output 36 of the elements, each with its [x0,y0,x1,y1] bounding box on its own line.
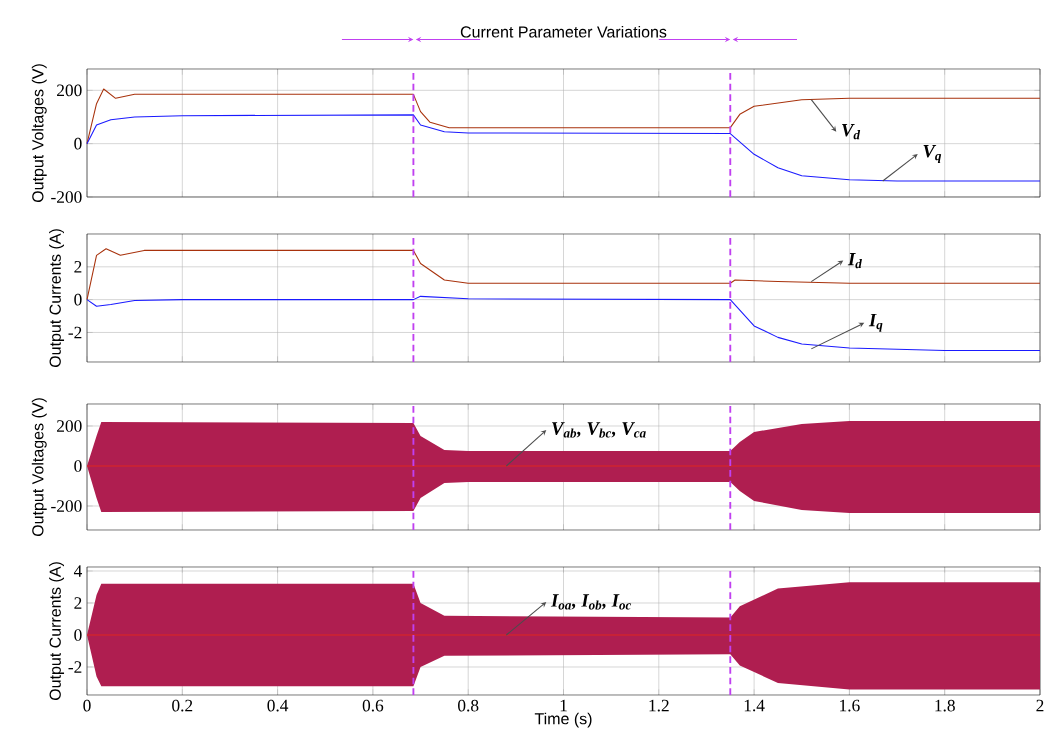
x-tick-label: 1 [560,699,567,712]
annotation: V$_{d}$ [842,124,861,140]
y-tick-label: 0 [74,293,82,306]
y-axis-title: Output Voltages (V) [31,64,47,203]
x-tick-label: 0 [83,699,91,712]
annotation: V$_{q}$ [923,145,942,163]
y-tick-label: 2 [74,261,82,273]
x-tick-label: 1.8 [935,699,955,712]
y-axis-title: Output Voltages (V) [31,398,47,537]
annotation: I$_{oa}$, I$_{ob}$, I$_{oc}$ [550,594,632,610]
y-axis-title: Output Currents (A) [49,562,65,701]
x-tick-label: 1.2 [649,699,669,712]
y-tick-label: 0 [74,137,82,150]
x-axis-title: Time (s) [534,712,592,728]
y-tick-label: 2 [74,597,82,609]
y-axis-title: Output Currents (A) [49,229,65,368]
y-tick-label: -2 [68,326,82,339]
x-tick-label: 2 [1036,699,1044,712]
x-tick-label: 0.2 [172,699,193,712]
x-tick-label: 1.4 [744,699,765,712]
y-tick-label: 200 [57,420,82,432]
x-tick-label: 0.4 [267,699,289,712]
x-tick-label: 1.6 [840,699,860,712]
y-tick-label: -200 [51,191,82,203]
x-tick-label: 0.8 [458,699,479,712]
y-tick-label: 4 [73,565,83,577]
y-tick-label: 0 [74,629,82,641]
y-tick-label: -200 [51,500,82,512]
y-tick-label: 0 [74,460,82,472]
annotation: I$_{q}$ [868,313,883,332]
y-tick-label: 200 [57,84,82,97]
x-tick-label: 0.6 [362,699,384,712]
y-tick-label: -2 [68,661,82,673]
annotation: V$_{ab}$, V$_{bc}$, V$_{ca}$ [552,422,646,438]
chart-title: Current Parameter Variations [460,25,667,38]
annotation: I$_{d}$ [847,252,862,269]
